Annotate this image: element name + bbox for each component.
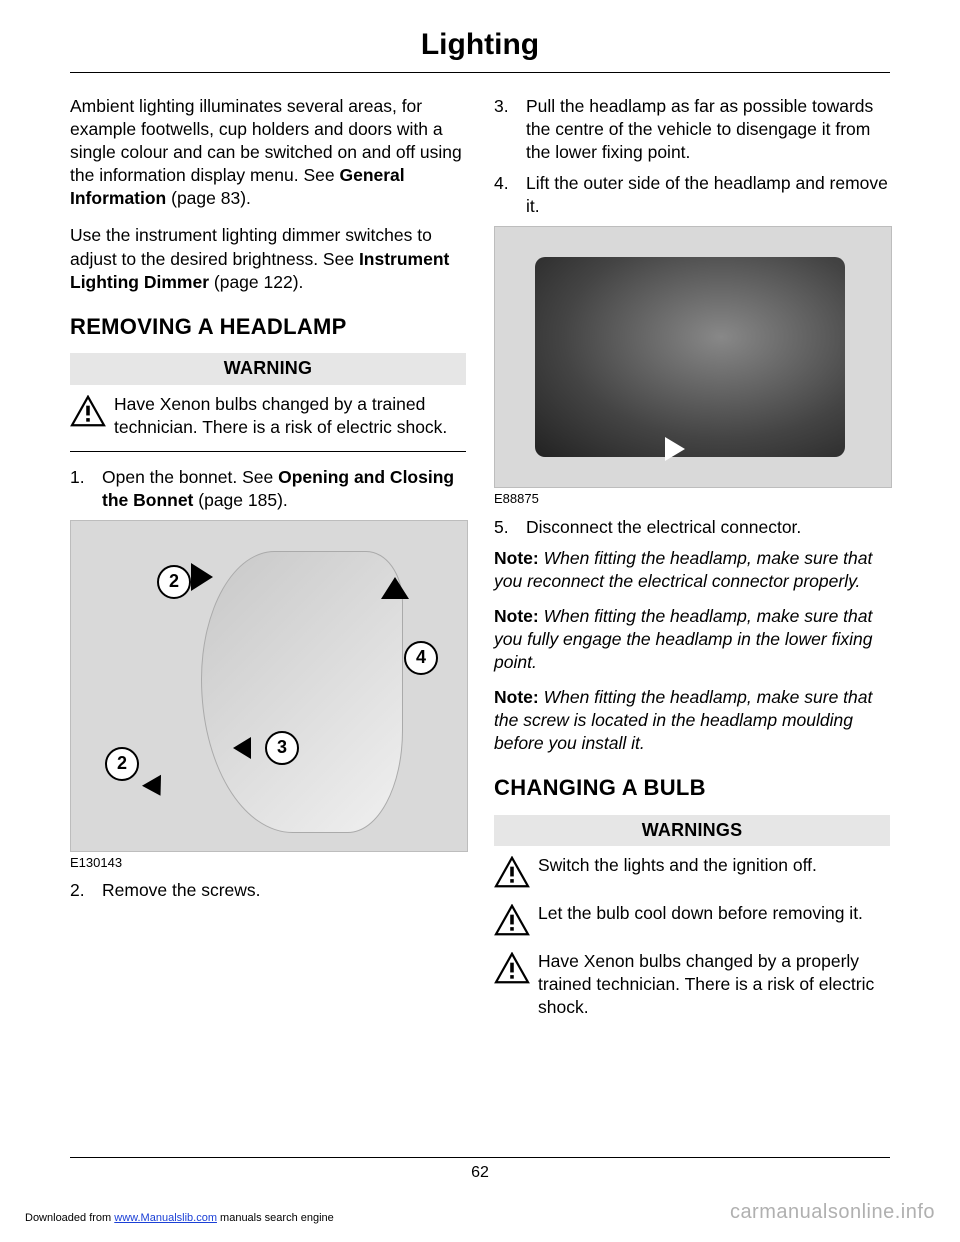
step-number: 4.: [494, 172, 516, 218]
warning-icon: [494, 904, 530, 936]
note-text: When fitting the headlamp, make sure tha…: [494, 548, 872, 591]
warning-item: Have Xenon bulbs changed by a properly t…: [494, 944, 890, 1027]
step-2: 2. Remove the screws.: [70, 879, 466, 902]
text: (page 122).: [209, 272, 303, 292]
step-text: Pull the headlamp as far as possible tow…: [526, 95, 890, 164]
step-number: 5.: [494, 516, 516, 539]
arrow-icon: [665, 437, 685, 461]
callout-4: 4: [404, 641, 438, 675]
warning-item: Let the bulb cool down before removing i…: [494, 896, 890, 944]
warning-rule: [70, 451, 466, 452]
heading-changing-bulb: CHANGING A BULB: [494, 773, 890, 802]
step-1: 1. Open the bonnet. See Opening and Clos…: [70, 466, 466, 512]
watermark: carmanualsonline.info: [730, 1201, 935, 1224]
figure-label: E88875: [494, 490, 890, 507]
text: (page 185).: [193, 490, 287, 510]
warning-item: Switch the lights and the ignition off.: [494, 848, 890, 896]
manual-page: Lighting Ambient lighting illuminates se…: [0, 0, 960, 1242]
manualslib-link[interactable]: www.Manualslib.com: [114, 1212, 217, 1224]
note-label: Note:: [494, 548, 539, 568]
warning-text: Let the bulb cool down before removing i…: [538, 902, 863, 925]
headlamp-illustration: [201, 551, 403, 833]
arrow-icon: [142, 775, 170, 802]
arrow-icon: [233, 737, 251, 759]
callout-2b: 2: [105, 747, 139, 781]
page-number: 62: [0, 1164, 960, 1182]
arrow-icon: [381, 577, 409, 599]
dimmer-para: Use the instrument lighting dimmer switc…: [70, 224, 466, 293]
warning-text: Have Xenon bulbs changed by a properly t…: [538, 950, 890, 1019]
step-text: Remove the screws.: [102, 879, 261, 902]
steps-list: 2. Remove the screws.: [70, 879, 466, 902]
step-number: 2.: [70, 879, 92, 902]
arrow-icon: [191, 563, 213, 591]
note-label: Note:: [494, 606, 539, 626]
note-text: When fitting the headlamp, make sure tha…: [494, 687, 872, 753]
steps-list: 5. Disconnect the electrical connector.: [494, 516, 890, 539]
step-3: 3. Pull the headlamp as far as possible …: [494, 95, 890, 164]
steps-list: 3. Pull the headlamp as far as possible …: [494, 95, 890, 218]
step-text: Disconnect the electrical connector.: [526, 516, 801, 539]
warning-icon: [494, 856, 530, 888]
figure-connector: [494, 226, 892, 488]
step-text: Lift the outer side of the headlamp and …: [526, 172, 890, 218]
callout-3: 3: [265, 731, 299, 765]
note-label: Note:: [494, 687, 539, 707]
title-rule: [70, 72, 890, 73]
left-column: Ambient lighting illuminates several are…: [70, 95, 466, 1028]
note-2: Note: When fitting the headlamp, make su…: [494, 605, 890, 674]
figure-label: E130143: [70, 854, 466, 871]
right-column: 3. Pull the headlamp as far as possible …: [494, 95, 890, 1028]
footer-rule: [70, 1157, 890, 1158]
warning-item: Have Xenon bulbs changed by a trained te…: [70, 387, 466, 447]
two-column-layout: Ambient lighting illuminates several are…: [70, 95, 890, 1028]
step-number: 3.: [494, 95, 516, 164]
connector-illustration: [535, 257, 845, 457]
heading-removing-headlamp: REMOVING A HEADLAMP: [70, 312, 466, 341]
text: Open the bonnet. See: [102, 467, 278, 487]
warning-text: Have Xenon bulbs changed by a trained te…: [114, 393, 466, 439]
note-1: Note: When fitting the headlamp, make su…: [494, 547, 890, 593]
warning-text: Switch the lights and the ignition off.: [538, 854, 817, 877]
text: (page 83).: [166, 188, 251, 208]
warning-icon: [494, 952, 530, 984]
text: Downloaded from: [25, 1212, 114, 1224]
warning-icon: [70, 395, 106, 427]
ambient-para: Ambient lighting illuminates several are…: [70, 95, 466, 210]
callout-2a: 2: [157, 565, 191, 599]
figure-headlamp-screws: 2 4 2 3: [70, 520, 468, 852]
step-number: 1.: [70, 466, 92, 512]
warning-header: WARNING: [70, 353, 466, 385]
step-5: 5. Disconnect the electrical connector.: [494, 516, 890, 539]
warnings-header: WARNINGS: [494, 815, 890, 847]
download-footer: Downloaded from www.Manualslib.com manua…: [25, 1212, 334, 1224]
note-3: Note: When fitting the headlamp, make su…: [494, 686, 890, 755]
steps-list: 1. Open the bonnet. See Opening and Clos…: [70, 466, 466, 512]
text: manuals search engine: [217, 1212, 334, 1224]
note-text: When fitting the headlamp, make sure tha…: [494, 606, 872, 672]
step-4: 4. Lift the outer side of the headlamp a…: [494, 172, 890, 218]
page-title: Lighting: [70, 0, 890, 72]
